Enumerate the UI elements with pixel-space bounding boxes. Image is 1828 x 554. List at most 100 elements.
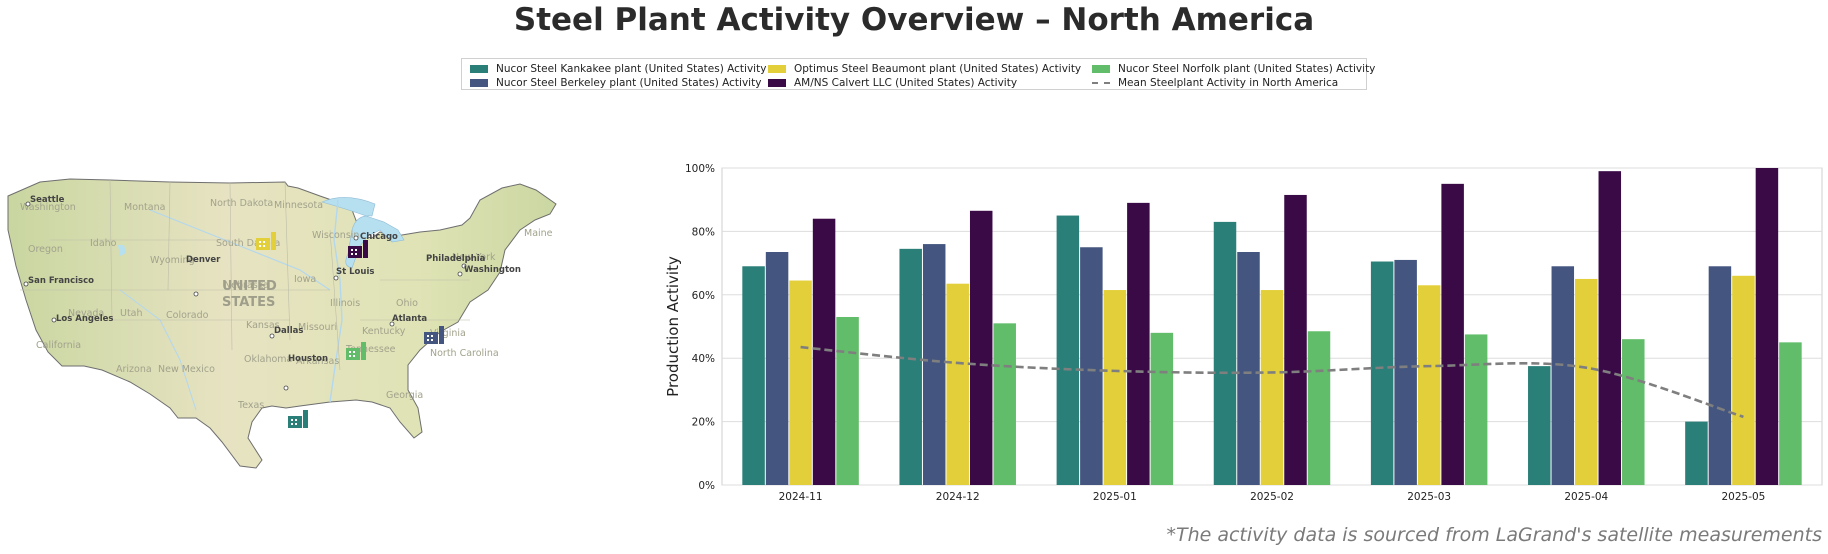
state-label: Idaho xyxy=(90,238,117,249)
x-tick-label: 2025-04 xyxy=(1564,491,1608,503)
bar xyxy=(1685,421,1708,485)
bar xyxy=(1103,290,1127,485)
y-tick-label: 60% xyxy=(692,290,715,302)
legend-label: Nucor Steel Berkeley plant (United State… xyxy=(496,77,762,89)
legend-swatch xyxy=(768,79,786,87)
state-label: Wisconsin xyxy=(312,230,359,241)
bar xyxy=(1732,275,1755,485)
river xyxy=(119,289,197,411)
city-label: Denver xyxy=(186,255,221,265)
y-tick-label: 40% xyxy=(692,353,715,365)
x-tick-label: 2025-02 xyxy=(1250,491,1294,503)
state-label: Tennessee xyxy=(345,344,396,355)
y-axis-label: Production Activity xyxy=(664,256,682,397)
bar xyxy=(1394,259,1417,485)
great-lakes xyxy=(321,197,405,269)
bar xyxy=(922,244,946,485)
city-label: Dallas xyxy=(274,326,303,336)
state-label: California xyxy=(36,340,81,351)
state-label: Utah xyxy=(120,308,143,319)
bar xyxy=(812,218,836,485)
state-label: North Dakota xyxy=(210,198,273,209)
state-label: Nevada xyxy=(68,308,104,319)
bar xyxy=(1551,266,1575,485)
state-label: Virginia xyxy=(430,328,466,339)
country-label: STATES xyxy=(222,295,275,310)
factory-icon xyxy=(256,232,276,250)
state-label: Nebraska xyxy=(224,280,269,291)
x-tick-label: 2025-05 xyxy=(1721,491,1765,503)
bar xyxy=(1779,342,1802,485)
legend: Nucor Steel Kankakee plant (United State… xyxy=(461,58,1375,90)
bar xyxy=(765,252,789,485)
city-label: Houston xyxy=(288,354,328,364)
country-label: UNITED xyxy=(222,279,277,294)
river xyxy=(149,209,331,291)
city-label: Los Angeles xyxy=(56,314,114,324)
state-label: Wyoming xyxy=(150,255,195,266)
state-label: Iowa xyxy=(294,274,316,285)
x-tick-label: 2024-12 xyxy=(936,491,980,503)
legend-swatch xyxy=(470,65,488,73)
legend-label: Optimus Steel Beaumont plant (United Sta… xyxy=(794,63,1082,75)
legend-label: Nucor Steel Norfolk plant (United States… xyxy=(1118,63,1376,75)
bar xyxy=(1307,331,1331,485)
bar xyxy=(1213,221,1237,485)
bar xyxy=(1441,183,1464,485)
bar xyxy=(1370,261,1394,485)
lake xyxy=(118,245,126,256)
bar xyxy=(1528,366,1551,485)
bar xyxy=(993,323,1016,485)
state-label: Oregon xyxy=(28,244,63,255)
state-label: Montana xyxy=(124,202,165,213)
legend-label: Mean Steelplant Activity in North Americ… xyxy=(1118,77,1339,89)
bar xyxy=(1464,334,1488,485)
bar xyxy=(1417,285,1441,485)
factory-icon xyxy=(346,342,366,360)
city-label: St Louis xyxy=(336,267,374,277)
bar xyxy=(969,210,993,486)
y-tick-label: 100% xyxy=(685,163,715,175)
state-label: Texas xyxy=(237,400,264,411)
bar xyxy=(836,316,859,485)
x-tick-label: 2025-01 xyxy=(1093,491,1137,503)
bar xyxy=(1080,247,1103,485)
bar xyxy=(1150,332,1174,485)
y-tick-label: 80% xyxy=(692,226,715,238)
bar xyxy=(742,266,765,485)
state-label: Colorado xyxy=(166,310,209,321)
state-label: Arkansas xyxy=(296,356,339,367)
bar xyxy=(1056,215,1080,486)
state-label: Maine xyxy=(524,228,553,239)
footnote: *The activity data is sourced from LaGra… xyxy=(1166,524,1822,546)
state-label: Ohio xyxy=(396,298,418,309)
bar xyxy=(1622,339,1645,485)
factory-icon xyxy=(348,240,368,258)
state-label: Washington xyxy=(20,202,76,213)
legend-swatch xyxy=(1092,65,1110,73)
state-label: Kansas xyxy=(246,320,280,331)
state-borders xyxy=(20,179,470,371)
bar xyxy=(946,283,969,485)
legend-swatch xyxy=(470,79,488,87)
x-tick-label: 2024-11 xyxy=(779,491,823,503)
state-label: North Carolina xyxy=(430,348,499,359)
factory-icon xyxy=(288,410,308,428)
legend-label: Nucor Steel Kankakee plant (United State… xyxy=(496,63,767,75)
chart-title: Steel Plant Activity Overview – North Am… xyxy=(513,2,1315,38)
bar xyxy=(1575,278,1598,485)
us-map-svg: Washington Montana North Dakota Minnesot… xyxy=(7,178,557,469)
city-label: Atlanta xyxy=(392,314,427,324)
us-map: Washington Montana North Dakota Minnesot… xyxy=(0,170,570,480)
bar xyxy=(1708,266,1732,485)
factory-icon xyxy=(424,326,444,344)
state-label: South Dakota xyxy=(216,238,280,249)
bar xyxy=(1237,252,1260,485)
state-label: Illinois xyxy=(330,298,360,309)
state-label: Kentucky xyxy=(362,326,406,337)
state-label: Missouri xyxy=(298,322,337,333)
bar xyxy=(1598,171,1622,486)
bar xyxy=(899,248,922,485)
bar xyxy=(1755,168,1779,485)
